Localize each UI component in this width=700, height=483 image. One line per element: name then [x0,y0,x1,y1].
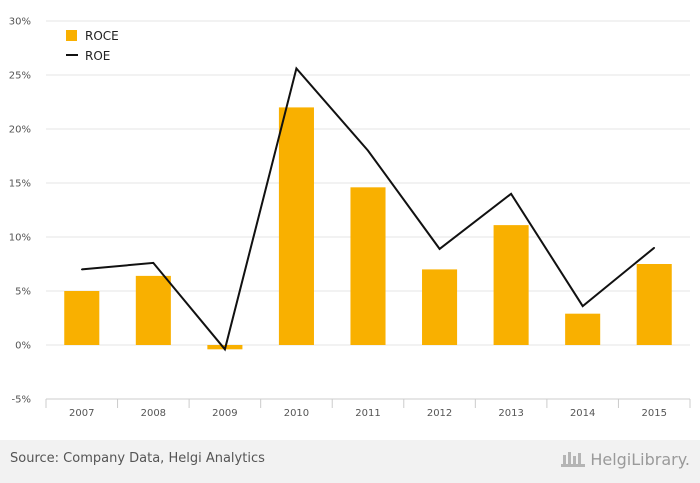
footer: Source: Company Data, Helgi Analytics He… [0,440,700,483]
roe-point-2011 [367,149,369,152]
roce-bar-2010 [278,107,314,346]
library-icon [561,452,586,467]
y-tick-label: 5% [15,287,31,298]
legend-swatch-roce [66,30,77,41]
roe-point-2012 [438,248,441,250]
x-tick-label: 2010 [284,408,309,419]
roe-point-2007 [80,268,83,271]
legend: ROCE ROE [66,29,119,63]
x-tick-label: 2014 [570,408,595,419]
roe-point-2009 [224,348,226,351]
y-tick-label: 0% [15,341,31,352]
brand-logo: HelgiLibrary. [560,449,690,469]
roce-bar-2015 [636,264,672,345]
x-tick-label: 2009 [212,408,237,419]
x-tick-label: 2011 [355,408,380,419]
roe-point-2008 [152,262,155,264]
legend-label-roce: ROCE [85,29,119,43]
roce-bar-2012 [422,269,458,345]
x-tick-label: 2007 [69,408,94,419]
source-text: Source: Company Data, Helgi Analytics [10,451,265,466]
x-tick-label: 2008 [141,408,166,419]
roce-bar-2007 [64,291,100,345]
x-tick-label: 2013 [498,408,523,419]
y-axis-tick-labels: -5% 0% 5% 10% 15% 20% 25% 30% [9,17,31,406]
roe-point-2010 [295,67,298,70]
roce-bar-2014 [565,313,601,345]
roe-point-2015 [653,247,656,249]
roce-bars [64,107,672,350]
y-tick-label: -5% [12,395,31,406]
y-tick-label: 10% [9,233,31,244]
x-axis: 2007 2008 2009 2010 2011 2012 2013 2014 2015 [45,398,691,419]
roe-point-2013 [510,193,512,195]
x-tick-label: 2015 [641,408,666,419]
roce-bar-2011 [350,187,386,345]
roce-bar-2008 [135,275,171,345]
brand-name: HelgiLibrary. [590,449,690,469]
x-tick-label: 2012 [427,408,452,419]
roe-line-series [80,66,656,352]
roce-bar-2013 [493,225,529,345]
y-tick-label: 20% [9,125,31,136]
roe-point-2014 [581,305,584,307]
chart-svg: -5%0%5%10%15%20%25%30% 2007 2008 2009 2010 2… [9,17,691,419]
y-tick-label: 15% [9,179,31,190]
legend-label-roe: ROE [85,49,110,63]
y-tick-label: 30% [9,17,31,28]
y-tick-label: 25% [9,71,31,82]
